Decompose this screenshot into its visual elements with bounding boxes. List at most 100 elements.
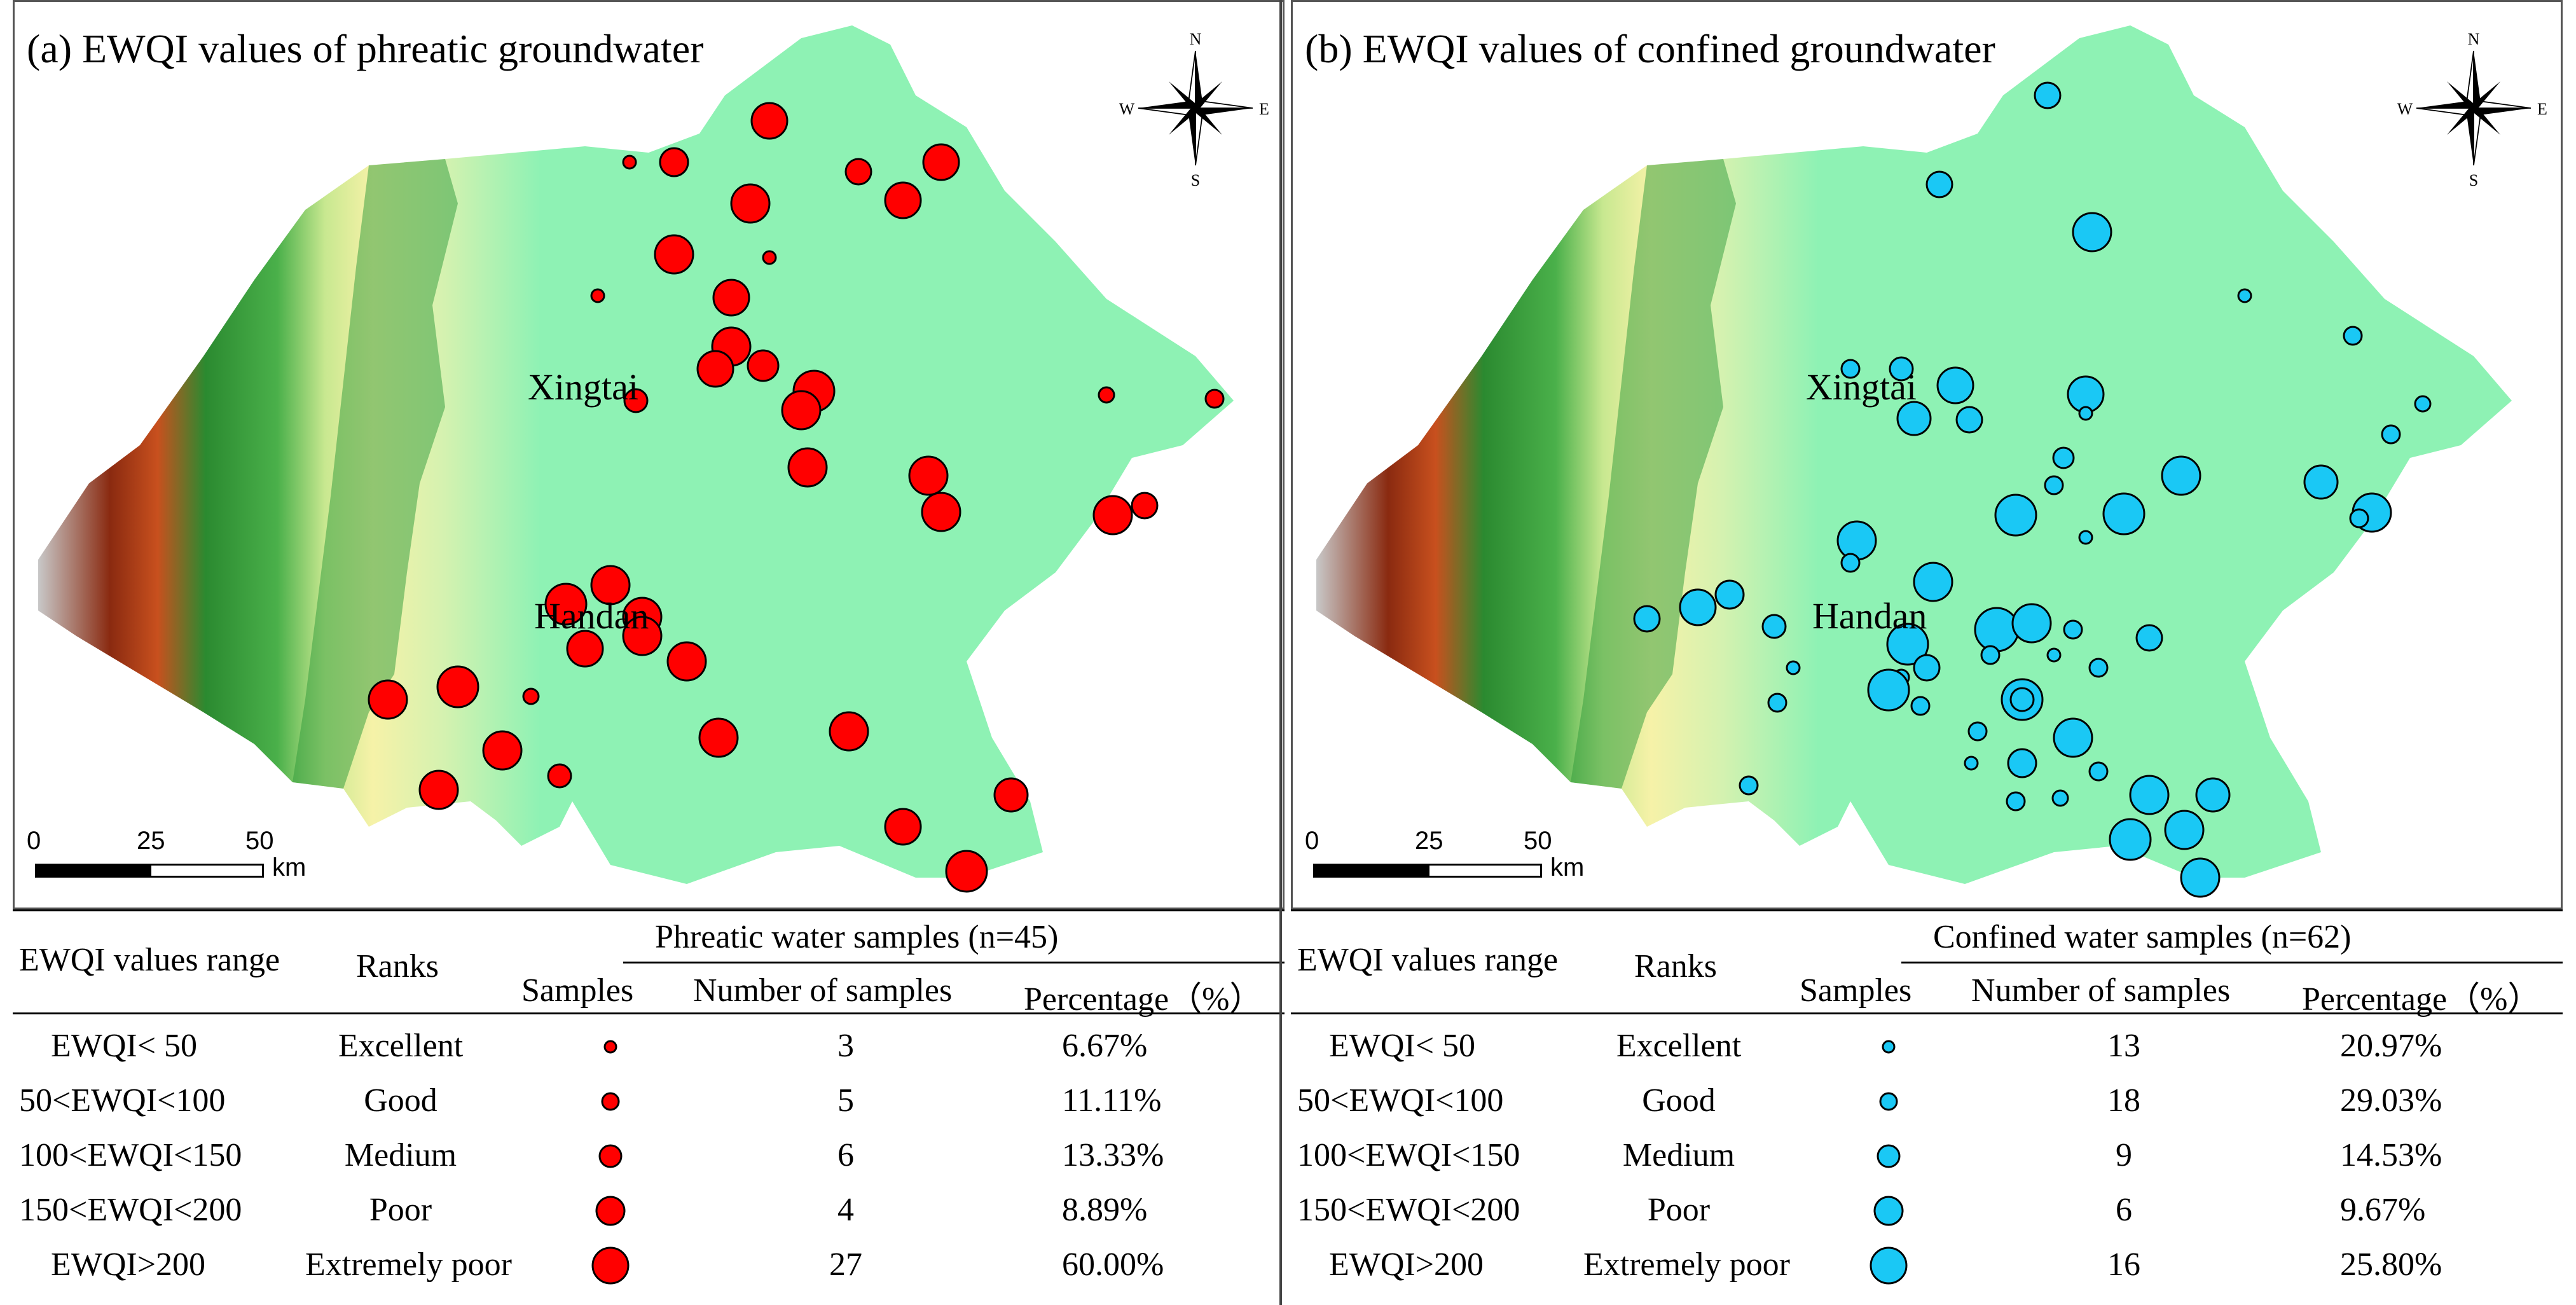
sample-point	[2053, 717, 2093, 758]
row-percent: 9.67%	[2340, 1192, 2426, 1228]
row-percent: 6.67%	[1062, 1028, 1148, 1064]
sample-point	[2063, 619, 2083, 640]
sample-point	[547, 763, 572, 789]
sample-point	[1739, 775, 1759, 796]
scale-tick-25: 25	[137, 827, 165, 855]
sample-point	[2078, 530, 2093, 545]
sample-point	[1925, 170, 1953, 198]
row-rank: Poor	[1647, 1192, 1711, 1228]
sample-point	[829, 711, 869, 752]
legend-sample-symbol	[1882, 1040, 1896, 1054]
city-label-handan: Handan	[534, 595, 649, 637]
sample-point	[2088, 761, 2109, 782]
row-number: 27	[829, 1246, 862, 1283]
sample-point	[2303, 464, 2339, 500]
sample-point	[1910, 696, 1931, 716]
scale-bar-white	[1428, 864, 1542, 878]
sample-point	[787, 447, 828, 488]
sample-point	[712, 279, 750, 317]
sample-point	[2343, 326, 2363, 346]
sample-point	[747, 349, 780, 382]
col-header-number: Number of samples	[693, 972, 953, 1009]
row-range: 100<EWQI<150	[1297, 1137, 1520, 1173]
mountain-ridge	[293, 159, 458, 789]
row-number: 3	[837, 1028, 854, 1064]
legend-sample-symbol	[595, 1196, 626, 1226]
legend-sample-circle	[1879, 1092, 1898, 1111]
legend-table: EWQI values range Ranks Phreatic water s…	[13, 909, 1285, 1305]
sample-point	[1896, 401, 1932, 436]
sample-point	[2180, 857, 2221, 898]
sample-point	[1840, 553, 1861, 573]
sample-point	[2381, 424, 2401, 445]
row-number: 4	[837, 1192, 854, 1228]
row-rank: Medium	[1622, 1137, 1735, 1173]
compass-s: S	[1191, 171, 1200, 190]
legend-sample-symbol	[1873, 1196, 1904, 1226]
row-range: 100<EWQI<150	[19, 1137, 242, 1173]
panel-divider	[1279, 0, 1282, 1305]
sample-point	[2007, 748, 2037, 778]
sample-point	[622, 155, 637, 170]
sample-point	[436, 665, 479, 708]
sample-point	[2349, 508, 2369, 528]
row-percent: 13.33%	[1062, 1137, 1164, 1173]
phreatic-sample-points	[368, 102, 1225, 893]
panel-phreatic: (a) EWQI values of phreatic groundwater …	[13, 0, 1285, 1305]
sample-point	[2006, 791, 2026, 811]
col-header-percent: Percentage（%）	[2302, 981, 2541, 1018]
sample-point	[1886, 623, 1929, 666]
phreatic-map	[38, 25, 1234, 893]
legend-sample-symbol	[603, 1040, 617, 1054]
row-rank: Medium	[344, 1137, 457, 1173]
row-number: 13	[2107, 1028, 2140, 1064]
sample-point	[1633, 605, 1661, 633]
group-header: Phreatic water samples (n=45)	[655, 919, 1059, 955]
sample-point	[2034, 81, 2062, 109]
sample-point	[1913, 562, 1953, 602]
sample-point	[654, 234, 694, 275]
map-title: (a) EWQI values of phreatic groundwater	[27, 26, 704, 71]
row-range: 150<EWQI<200	[19, 1192, 242, 1228]
sample-point	[1131, 492, 1159, 520]
sample-point	[884, 808, 922, 846]
map-frame	[13, 0, 1285, 909]
row-number: 6	[837, 1137, 854, 1173]
scale-unit: km	[272, 853, 307, 881]
row-range: EWQI< 50	[1329, 1028, 1476, 1064]
sample-point	[2052, 446, 2075, 469]
sample-point	[2088, 658, 2109, 678]
row-rank: Excellent	[1616, 1028, 1742, 1064]
compass-n: N	[1190, 30, 1202, 48]
sample-point	[762, 250, 777, 265]
sample-point	[1714, 579, 1745, 610]
city-label-xingtai: Xingtai	[528, 366, 638, 408]
scale-tick-0: 0	[27, 827, 41, 855]
legend-sample-symbol	[598, 1144, 623, 1168]
sample-point	[1964, 756, 1979, 771]
sample-point	[2164, 810, 2205, 850]
sample-point	[666, 641, 707, 682]
scale-unit: km	[1550, 853, 1585, 881]
sample-point	[1836, 520, 1877, 561]
sample-point	[368, 679, 408, 720]
col-header-samples: Samples	[1800, 972, 1912, 1009]
row-rank: Good	[364, 1082, 437, 1119]
row-rank: Good	[1642, 1082, 1716, 1119]
sample-point	[2135, 624, 2163, 652]
row-percent: 14.53%	[2340, 1137, 2442, 1173]
table-sub-rule	[623, 962, 1285, 963]
table-head-rule	[1291, 1012, 2563, 1014]
confined-sample-points	[1633, 81, 2432, 898]
mountain-ridge	[1571, 159, 1736, 789]
legend-sample-symbol	[1870, 1246, 1908, 1285]
col-header-range: EWQI values range	[1297, 942, 1559, 978]
col-header-ranks: Ranks	[356, 948, 439, 984]
legend-sample-symbol	[1877, 1144, 1901, 1168]
legend-sample-symbol	[601, 1092, 620, 1111]
sample-point	[2109, 818, 2152, 861]
row-percent: 20.97%	[2340, 1028, 2442, 1064]
row-range: 50<EWQI<100	[1297, 1082, 1504, 1119]
legend-sample-circle	[1870, 1246, 1908, 1285]
row-number: 5	[837, 1082, 854, 1119]
